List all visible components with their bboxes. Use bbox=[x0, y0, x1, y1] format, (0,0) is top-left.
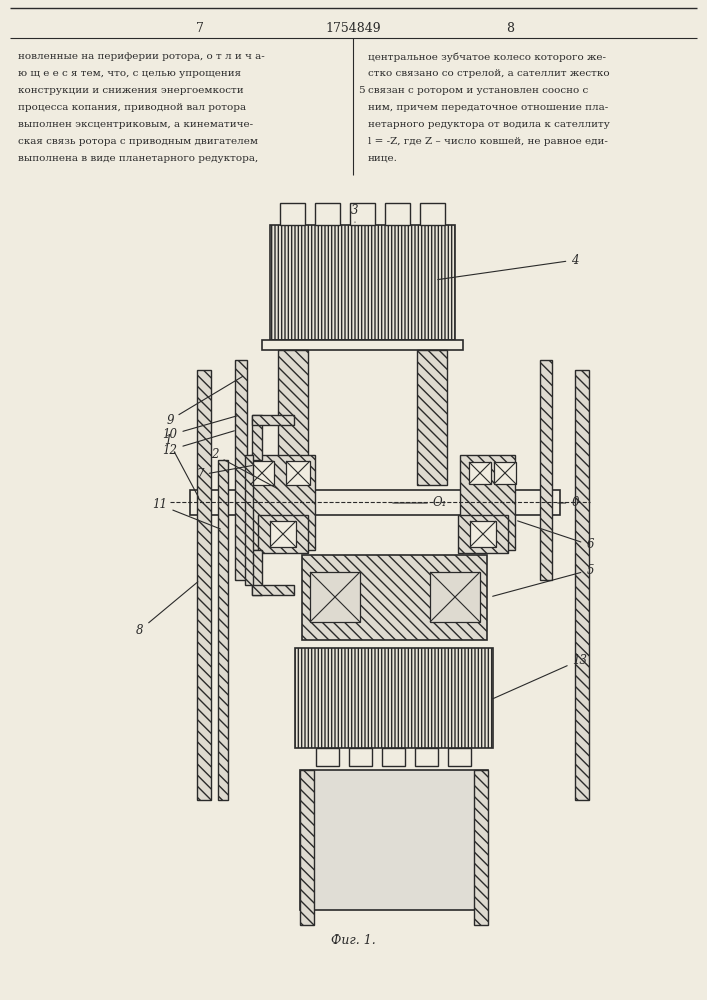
Text: 11: 11 bbox=[153, 498, 221, 529]
Text: 3: 3 bbox=[351, 204, 358, 222]
Bar bbox=[245, 455, 253, 585]
Bar bbox=[460, 455, 515, 550]
Text: ю щ е е с я тем, что, с целью упрощения: ю щ е е с я тем, что, с целью упрощения bbox=[18, 69, 241, 78]
Text: 1754849: 1754849 bbox=[325, 21, 381, 34]
Bar bbox=[430, 572, 480, 622]
Bar bbox=[300, 770, 314, 925]
Text: 7: 7 bbox=[196, 21, 204, 34]
Bar bbox=[316, 748, 339, 766]
Bar bbox=[252, 550, 262, 595]
Text: новленные на периферии ротора, о т л и ч а-: новленные на периферии ротора, о т л и ч… bbox=[18, 52, 264, 61]
Bar bbox=[469, 462, 491, 484]
Text: 8: 8 bbox=[506, 21, 514, 34]
Bar bbox=[420, 203, 445, 225]
Bar bbox=[258, 515, 308, 553]
Text: 6: 6 bbox=[518, 521, 594, 552]
Text: 10: 10 bbox=[163, 416, 238, 442]
Bar bbox=[278, 350, 308, 485]
Bar bbox=[385, 203, 410, 225]
Bar bbox=[270, 225, 455, 340]
Bar bbox=[575, 370, 589, 800]
Bar bbox=[302, 555, 487, 640]
Bar bbox=[280, 203, 305, 225]
Text: ская связь ротора с приводным двигателем: ская связь ротора с приводным двигателем bbox=[18, 137, 258, 146]
Bar bbox=[349, 748, 372, 766]
Bar bbox=[250, 461, 274, 485]
Bar bbox=[252, 415, 262, 460]
Bar bbox=[295, 648, 493, 748]
Bar bbox=[315, 203, 340, 225]
Text: 13: 13 bbox=[493, 654, 588, 699]
Bar bbox=[235, 360, 247, 580]
Text: выполнена в виде планетарного редуктора,: выполнена в виде планетарного редуктора, bbox=[18, 154, 258, 163]
Text: конструкции и снижения энергоемкости: конструкции и снижения энергоемкости bbox=[18, 86, 244, 95]
Text: 9: 9 bbox=[166, 376, 243, 426]
Bar bbox=[190, 490, 560, 515]
Bar bbox=[197, 370, 211, 800]
Bar bbox=[310, 572, 360, 622]
Text: нице.: нице. bbox=[368, 154, 398, 163]
Text: 8: 8 bbox=[136, 582, 198, 637]
Bar bbox=[470, 521, 496, 547]
Bar bbox=[252, 585, 294, 595]
Bar bbox=[448, 748, 471, 766]
Bar bbox=[417, 350, 447, 485]
Text: 0: 0 bbox=[558, 496, 579, 510]
Text: процесса копания, приводной вал ротора: процесса копания, приводной вал ротора bbox=[18, 103, 246, 112]
Bar bbox=[474, 770, 488, 925]
Bar bbox=[458, 515, 508, 553]
Bar bbox=[415, 748, 438, 766]
Text: связан с ротором и установлен соосно с: связан с ротором и установлен соосно с bbox=[368, 86, 588, 95]
Bar bbox=[382, 748, 405, 766]
Text: O₁: O₁ bbox=[393, 496, 448, 510]
Bar bbox=[250, 455, 315, 550]
Bar bbox=[494, 462, 516, 484]
Text: нетарного редуктора от водила к сателлиту: нетарного редуктора от водила к сателлит… bbox=[368, 120, 610, 129]
Bar bbox=[300, 770, 488, 910]
Text: стко связано со стрелой, а сателлит жестко: стко связано со стрелой, а сателлит жест… bbox=[368, 69, 609, 78]
Text: центральное зубчатое колесо которого же-: центральное зубчатое колесо которого же- bbox=[368, 52, 606, 62]
Text: ним, причем передаточное отношение пла-: ним, причем передаточное отношение пла- bbox=[368, 103, 608, 112]
Text: выполнен эксцентриковым, а кинематиче-: выполнен эксцентриковым, а кинематиче- bbox=[18, 120, 253, 129]
Bar bbox=[270, 521, 296, 547]
Bar bbox=[540, 360, 552, 580]
Bar bbox=[218, 460, 228, 800]
Text: 7: 7 bbox=[197, 465, 252, 482]
Bar bbox=[262, 340, 463, 350]
Bar bbox=[286, 461, 310, 485]
Bar bbox=[252, 415, 294, 425]
Text: 5: 5 bbox=[358, 86, 365, 95]
Bar bbox=[350, 203, 375, 225]
Text: Фиг. 1.: Фиг. 1. bbox=[331, 934, 375, 946]
Text: 12: 12 bbox=[163, 431, 234, 456]
Text: l = -Z, где Z – число ковшей, не равное еди-: l = -Z, где Z – число ковшей, не равное … bbox=[368, 137, 608, 146]
Text: 1: 1 bbox=[164, 434, 199, 498]
Text: 5: 5 bbox=[493, 564, 594, 596]
Text: 4: 4 bbox=[438, 253, 579, 280]
Text: 2: 2 bbox=[211, 448, 278, 489]
